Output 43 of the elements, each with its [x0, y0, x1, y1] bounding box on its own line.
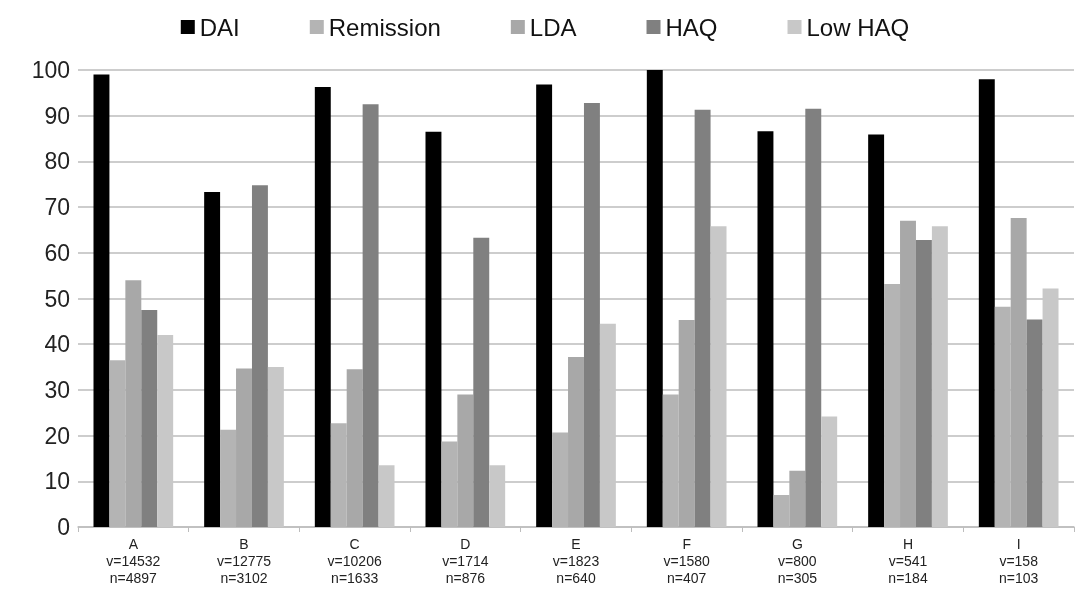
y-tick-label: 20 [44, 422, 70, 449]
y-tick-label: 10 [44, 468, 70, 495]
legend-label: Low HAQ [806, 13, 910, 41]
bar [314, 86, 331, 527]
y-tick-label: 40 [44, 331, 70, 358]
bar [473, 237, 490, 527]
x-tick-label: A v=14532 n=4897 [106, 535, 161, 586]
bar [362, 104, 379, 527]
y-tick-label: 60 [44, 239, 70, 266]
y-tick-label: 90 [44, 102, 70, 129]
bar [141, 309, 158, 527]
x-tick-label: D v=1714 n=876 [442, 535, 489, 586]
y-tick-label: 0 [57, 514, 70, 540]
bar [805, 108, 822, 527]
bar [93, 74, 110, 527]
bar [204, 192, 221, 527]
x-tick-label: E v=1823 n=640 [552, 535, 600, 586]
y-tick-label: 80 [44, 148, 70, 175]
bar [868, 134, 885, 527]
bar [1026, 319, 1043, 527]
x-tick-label: B v=12775 n=3102 [216, 535, 272, 586]
bar [915, 240, 932, 527]
x-tick-label: C v=10206 n=1633 [327, 535, 382, 586]
bar [425, 131, 442, 527]
legend-label: HAQ [665, 13, 718, 41]
bar [978, 79, 995, 527]
bar [251, 185, 268, 527]
y-tick-label: 50 [44, 285, 70, 312]
legend-label: LDA [529, 13, 577, 41]
x-tick-label: H v=541 n=184 [888, 535, 928, 586]
y-tick-label: 70 [44, 194, 70, 221]
bar [536, 84, 553, 527]
x-tick-label: I v=158 n=103 [999, 535, 1039, 586]
bar [757, 131, 774, 527]
y-tick-label: 30 [44, 376, 70, 403]
bar [583, 102, 600, 527]
legend-label: Remission [328, 13, 441, 41]
x-tick-label: G v=800 n=305 [777, 535, 818, 586]
bar [646, 70, 663, 527]
bar [694, 109, 711, 527]
legend-label: DAI [199, 13, 240, 41]
y-tick-label: 100 [31, 57, 70, 83]
x-tick-label: F v=1580 n=407 [663, 535, 711, 586]
